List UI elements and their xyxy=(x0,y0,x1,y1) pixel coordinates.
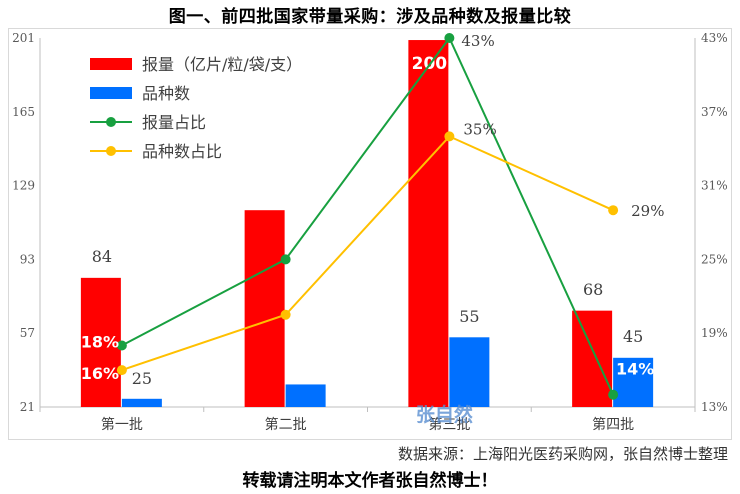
volume-share-label: 43% xyxy=(461,32,494,50)
left-axis-tick-label: 21 xyxy=(20,400,35,414)
volume-bar xyxy=(408,40,449,408)
variety-bar xyxy=(449,337,490,407)
variety-bar xyxy=(285,384,326,407)
right-axis-tick-label: 31% xyxy=(701,179,728,193)
volume-share-point xyxy=(444,33,455,43)
volume-bar xyxy=(572,310,613,407)
volume-bar xyxy=(80,277,121,407)
watermark-text: 张自然 xyxy=(416,403,473,426)
legend-swatch-marker xyxy=(106,146,116,156)
legend-swatch-marker xyxy=(106,117,116,127)
variety-share-label: 35% xyxy=(463,120,496,138)
legend-label: 报量占比 xyxy=(142,113,206,132)
right-axis-tick-label: 25% xyxy=(701,252,728,266)
volume-share-label: 14% xyxy=(616,360,654,379)
footer-note: 转载请注明本文作者张自然博士！ xyxy=(242,471,498,491)
volume-share-point xyxy=(116,340,127,351)
left-axis-tick-label: 93 xyxy=(20,252,35,266)
variety-share-point xyxy=(280,309,291,320)
volume-bar-label: 84 xyxy=(92,247,112,266)
x-axis-tick-label: 第一批 xyxy=(101,416,143,433)
volume-share-label: 18% xyxy=(81,333,119,352)
right-axis-tick-label: 37% xyxy=(701,105,728,119)
volume-share-point xyxy=(608,389,619,400)
variety-share-label: 29% xyxy=(631,202,664,220)
legend-label: 品种数 xyxy=(142,84,190,103)
right-axis-tick-label: 19% xyxy=(701,326,728,340)
variety-share-label: 16% xyxy=(81,364,119,383)
variety-bar xyxy=(613,357,654,407)
variety-bar-label: 55 xyxy=(459,307,479,326)
variety-bar xyxy=(121,398,162,407)
volume-bar xyxy=(244,210,285,407)
left-axis-tick-label: 129 xyxy=(12,179,35,193)
variety-share-point xyxy=(608,205,619,216)
legend-label: 报量（亿片/粒/袋/支） xyxy=(142,55,302,74)
variety-bar-label: 45 xyxy=(623,327,643,346)
variety-share-point xyxy=(444,131,455,142)
legend-label: 品种数占比 xyxy=(142,142,222,161)
variety-share-point xyxy=(116,365,127,376)
variety-share-line xyxy=(121,135,614,372)
x-axis-tick-label: 第四批 xyxy=(592,416,634,433)
left-axis-tick-label: 201 xyxy=(12,31,35,45)
volume-bar-label: 68 xyxy=(583,280,603,299)
x-axis-tick-label: 第二批 xyxy=(265,416,307,433)
left-axis-tick-label: 165 xyxy=(12,105,35,119)
volume-share-line xyxy=(121,36,615,396)
x-axis-tick-label: 第三批 xyxy=(428,416,470,433)
legend-swatch xyxy=(90,87,132,99)
left-axis-tick-label: 57 xyxy=(20,326,35,340)
volume-share-point xyxy=(280,254,291,265)
chart-area xyxy=(8,28,732,440)
right-axis-tick-label: 43% xyxy=(701,31,728,45)
variety-bar-label: 25 xyxy=(132,369,152,388)
chart-title: 图一、前四批国家带量采购：涉及品种数及报量比较 xyxy=(168,7,572,27)
source-note: 数据来源：上海阳光医药采购网，张自然博士整理 xyxy=(397,445,728,463)
right-axis-tick-label: 13% xyxy=(701,400,728,414)
legend-swatch xyxy=(90,58,132,70)
